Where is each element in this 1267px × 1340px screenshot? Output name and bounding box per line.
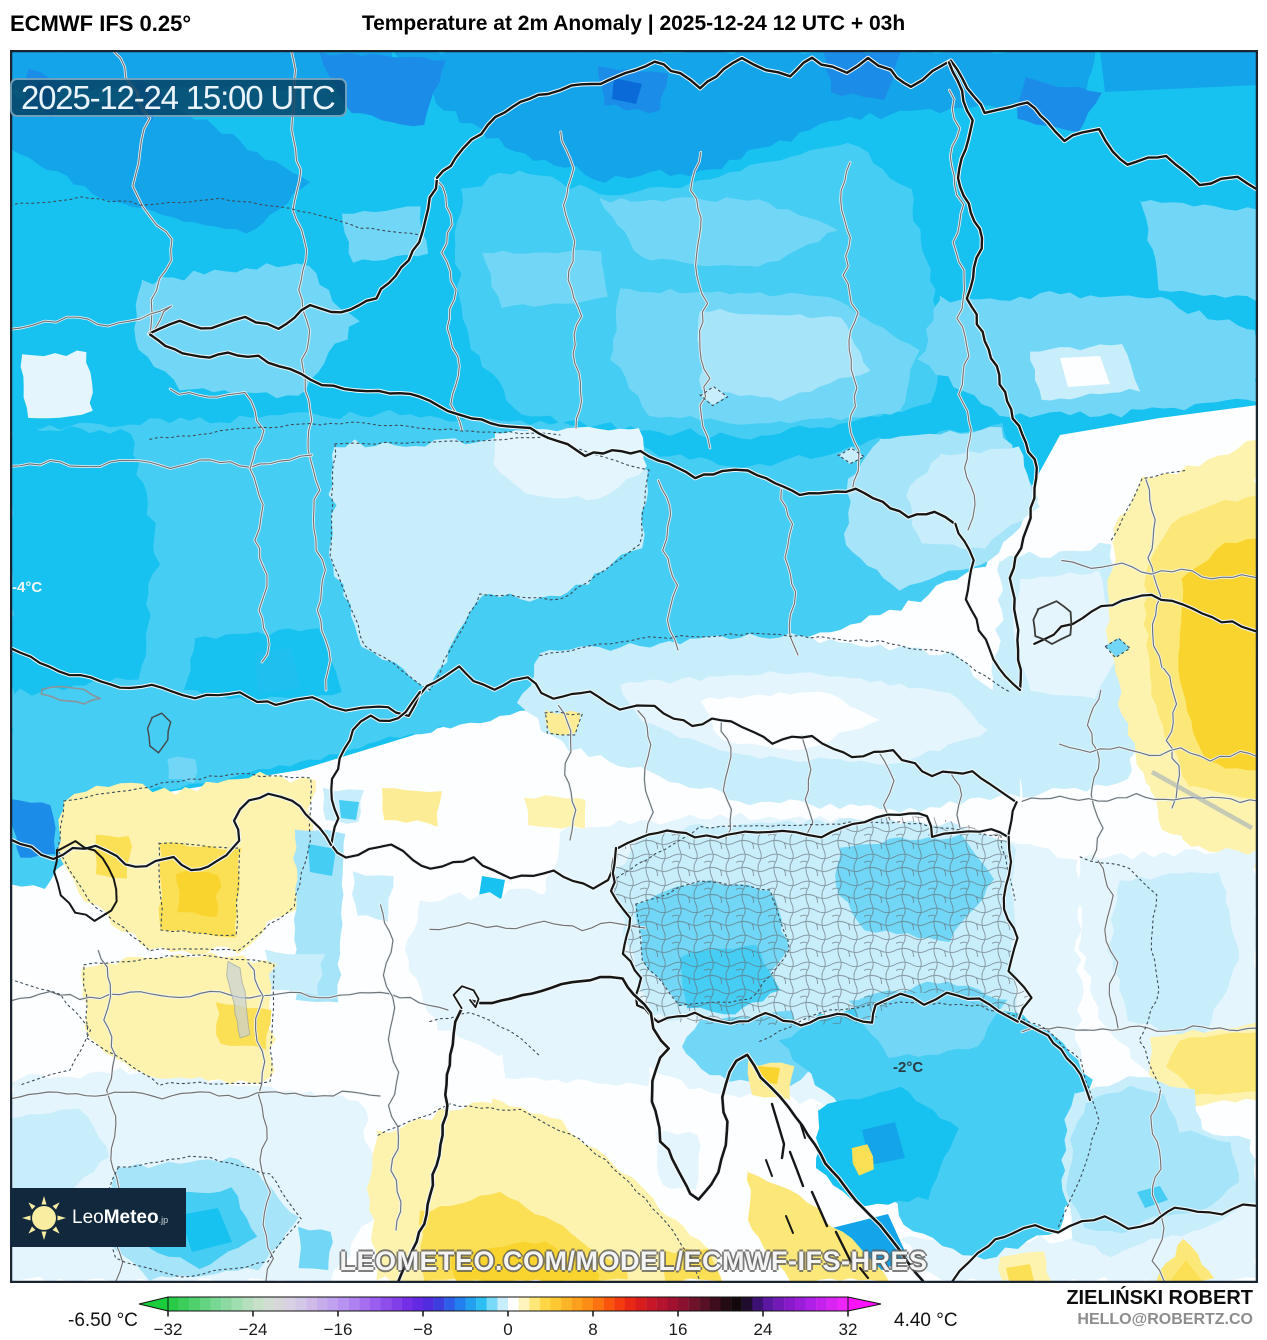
svg-text:-2°C: -2°C: [893, 1059, 923, 1076]
svg-text:-4°C: -4°C: [12, 579, 42, 596]
